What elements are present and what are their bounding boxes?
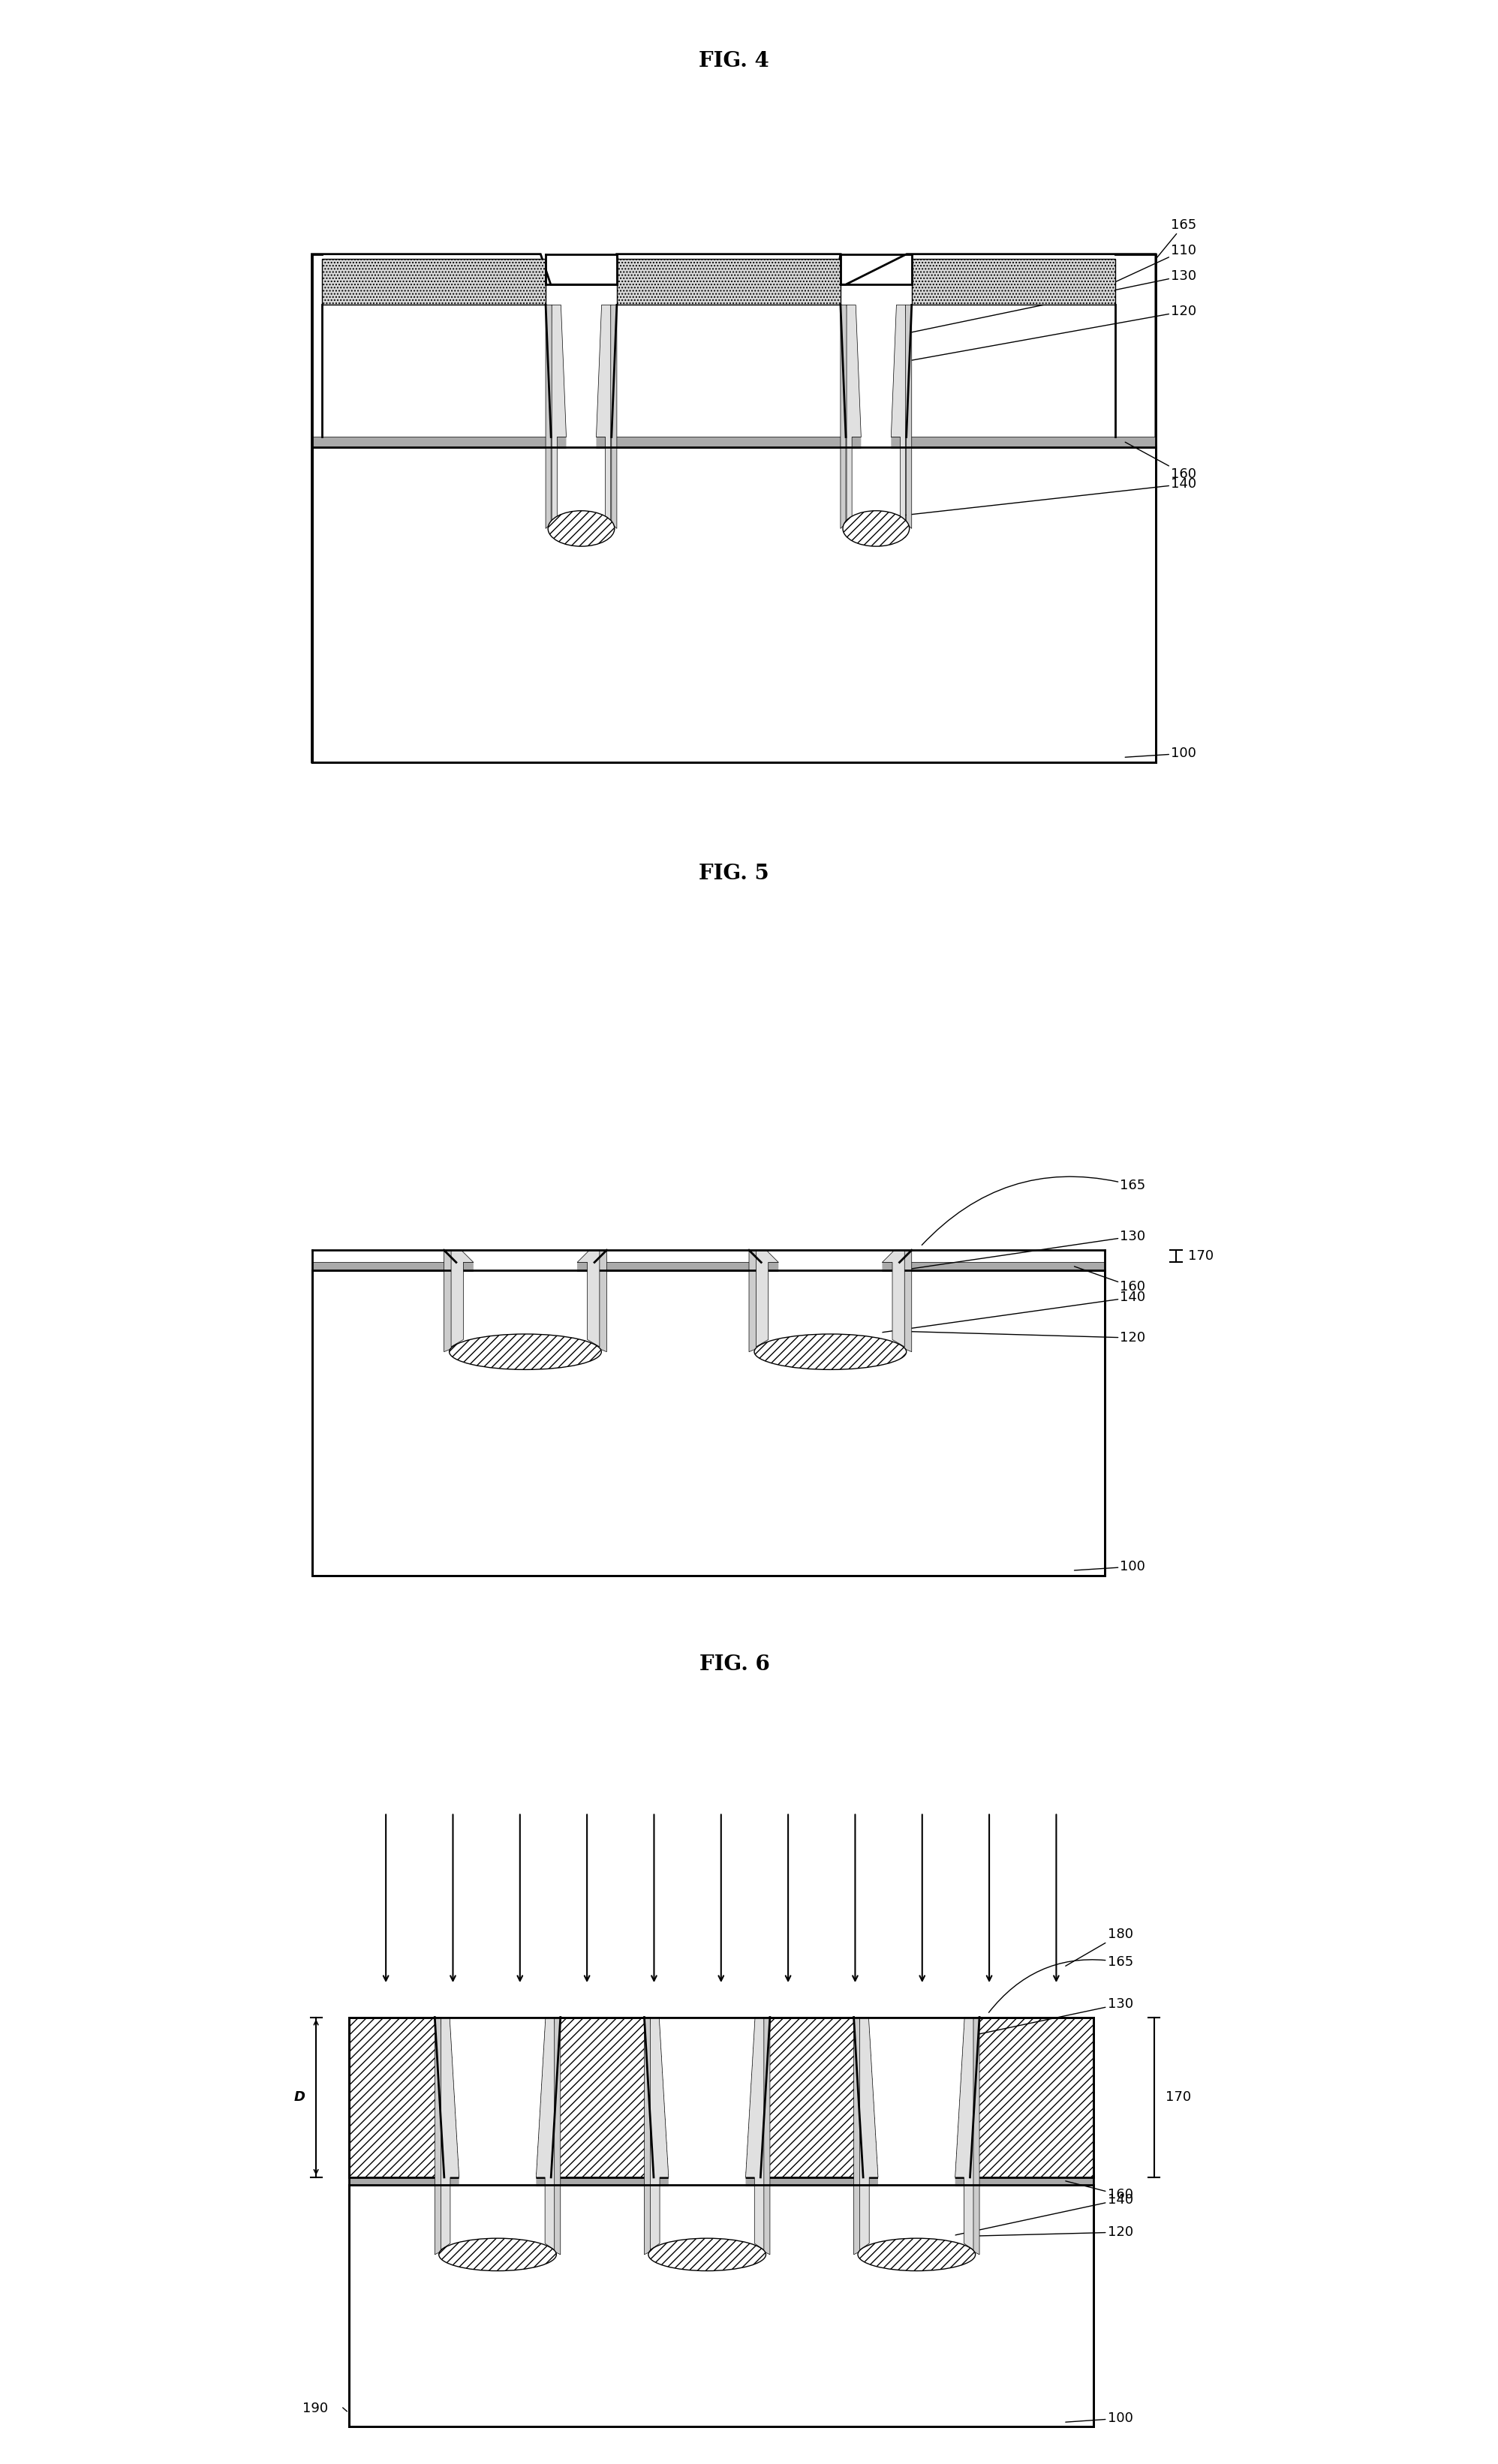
Polygon shape [596, 306, 611, 522]
Polygon shape [461, 1249, 589, 1358]
Polygon shape [440, 2018, 458, 2250]
Ellipse shape [649, 2237, 765, 2272]
Text: 160: 160 [1065, 2181, 1132, 2203]
Text: 120: 120 [909, 306, 1197, 360]
Text: 165: 165 [921, 1178, 1146, 1244]
Polygon shape [855, 306, 896, 535]
Text: 100: 100 [1074, 1560, 1146, 1574]
Polygon shape [659, 2018, 755, 2259]
Ellipse shape [449, 1333, 601, 1370]
Text: FIG. 4: FIG. 4 [698, 52, 768, 71]
Text: 190: 190 [303, 2402, 328, 2415]
Ellipse shape [755, 1333, 906, 1370]
Text: D: D [294, 2089, 306, 2104]
Polygon shape [451, 1249, 473, 1348]
Polygon shape [349, 2178, 1094, 2186]
Polygon shape [449, 2018, 545, 2259]
Text: FIG. 6: FIG. 6 [700, 1653, 770, 1676]
Text: 120: 120 [977, 2225, 1132, 2240]
Polygon shape [893, 1249, 912, 1353]
Ellipse shape [858, 2237, 975, 2272]
Text: 165: 165 [1155, 219, 1197, 259]
Polygon shape [605, 306, 617, 527]
Text: 160: 160 [1125, 441, 1197, 480]
Polygon shape [854, 2018, 869, 2255]
Polygon shape [551, 306, 566, 522]
Polygon shape [749, 1249, 768, 1353]
Text: 140: 140 [830, 1291, 1146, 1340]
Polygon shape [577, 1249, 599, 1348]
Text: 170: 170 [1165, 2089, 1191, 2104]
Polygon shape [545, 2018, 560, 2255]
Polygon shape [891, 306, 906, 522]
Text: 100: 100 [1125, 747, 1197, 761]
Polygon shape [312, 436, 1155, 446]
Polygon shape [349, 2018, 1094, 2178]
Polygon shape [560, 306, 602, 535]
Text: FIG. 5: FIG. 5 [698, 865, 768, 885]
Text: 130: 130 [896, 269, 1197, 335]
Text: 100: 100 [1065, 2412, 1132, 2425]
Polygon shape [650, 2018, 668, 2250]
Text: 170: 170 [1188, 1249, 1213, 1264]
Polygon shape [882, 1249, 905, 1348]
Polygon shape [746, 2018, 764, 2250]
Text: 165: 165 [989, 1956, 1132, 2013]
Polygon shape [767, 1249, 894, 1358]
Polygon shape [312, 1249, 1106, 1262]
Text: 180: 180 [1065, 1927, 1132, 1966]
Polygon shape [349, 2186, 1094, 2427]
Polygon shape [840, 306, 852, 527]
Polygon shape [312, 1271, 1106, 1574]
Polygon shape [644, 2018, 659, 2255]
Text: 120: 120 [908, 1331, 1146, 1345]
Text: 110: 110 [1115, 244, 1197, 281]
Ellipse shape [843, 510, 909, 547]
Ellipse shape [548, 510, 614, 547]
Polygon shape [860, 2018, 878, 2250]
Text: 140: 140 [917, 2193, 1132, 2242]
Text: 160: 160 [1074, 1266, 1146, 1294]
Polygon shape [756, 1249, 779, 1348]
Polygon shape [965, 2018, 980, 2255]
Polygon shape [587, 1249, 607, 1353]
Polygon shape [312, 446, 1155, 761]
Polygon shape [755, 2018, 770, 2255]
Polygon shape [536, 2018, 554, 2250]
Text: 130: 130 [971, 1998, 1132, 2035]
Polygon shape [617, 259, 840, 306]
Polygon shape [846, 306, 861, 522]
Ellipse shape [439, 2237, 556, 2272]
Polygon shape [443, 1249, 463, 1353]
Polygon shape [312, 1262, 1106, 1271]
Polygon shape [322, 259, 545, 306]
Polygon shape [956, 2018, 974, 2250]
Polygon shape [434, 2018, 451, 2255]
Polygon shape [900, 306, 912, 527]
Polygon shape [869, 2018, 965, 2259]
Polygon shape [545, 306, 557, 527]
Text: 140: 140 [876, 478, 1197, 517]
Polygon shape [312, 254, 1155, 761]
Polygon shape [912, 259, 1115, 306]
Text: 130: 130 [899, 1230, 1146, 1271]
